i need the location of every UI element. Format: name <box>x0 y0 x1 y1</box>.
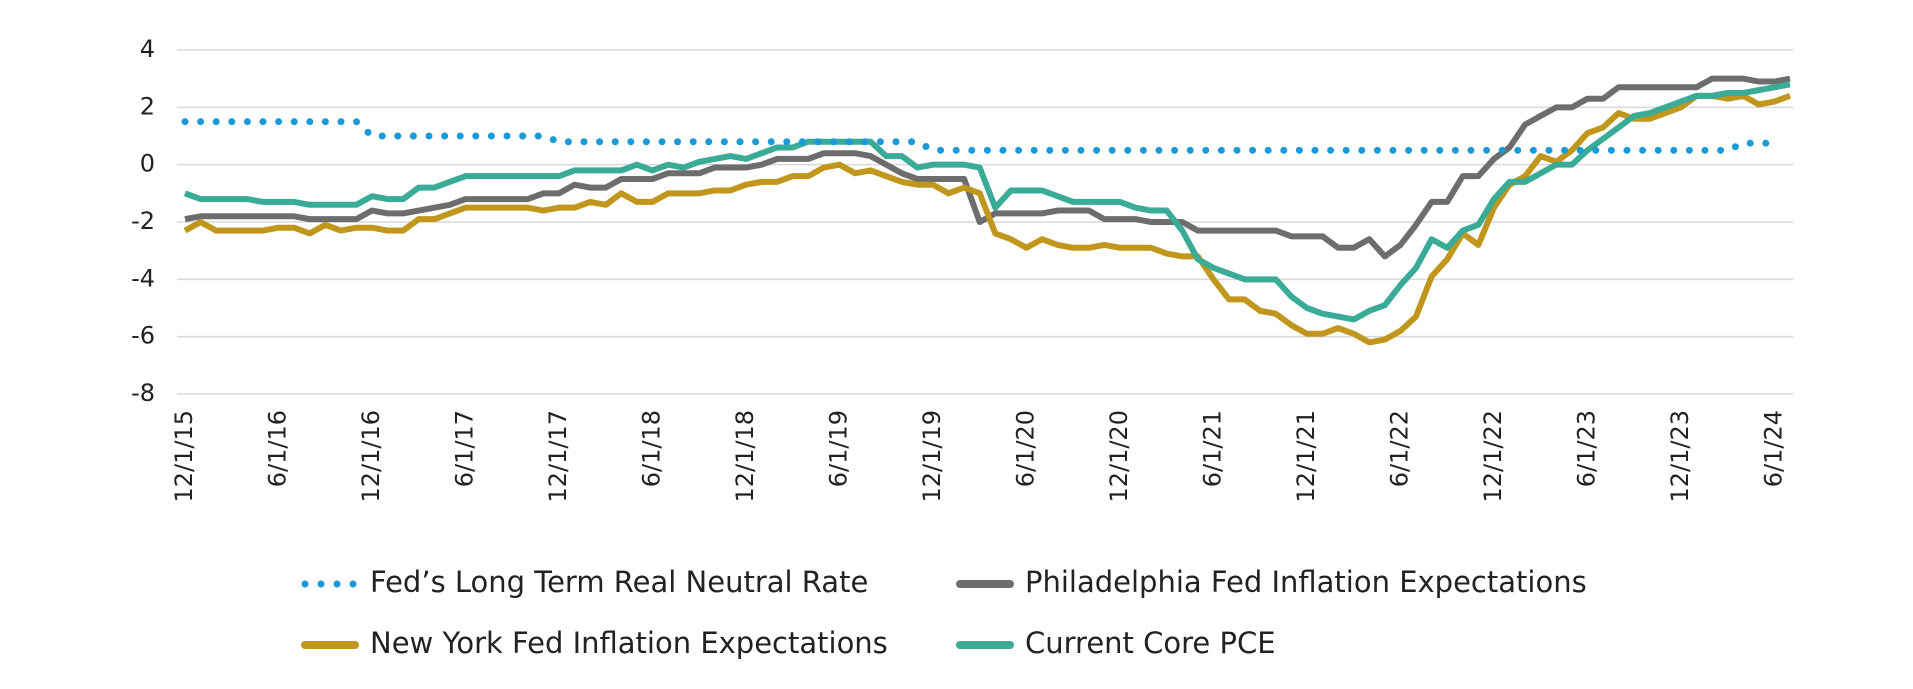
y-tick-label: 4 <box>140 35 155 63</box>
y-tick-label: -2 <box>131 207 155 235</box>
x-tick-label: 12/1/23 <box>1666 410 1694 503</box>
legend-label: New York Fed Inflation Expectations <box>370 626 888 660</box>
x-tick-label: 12/1/16 <box>357 410 385 503</box>
x-tick-label: 12/1/22 <box>1479 410 1507 503</box>
x-tick-label: 12/1/19 <box>918 410 946 503</box>
line <box>183 92 1792 346</box>
line <box>183 81 1791 323</box>
x-tick-label: 6/1/24 <box>1759 410 1787 487</box>
x-tick-label: 6/1/18 <box>637 410 665 487</box>
x-tick-label: 12/1/15 <box>170 410 198 503</box>
y-tick-label: -4 <box>131 264 155 292</box>
x-tick-label: 12/1/20 <box>1105 410 1133 503</box>
x-tick-label: 12/1/18 <box>731 410 759 503</box>
x-tick-label: 6/1/16 <box>263 410 291 487</box>
legend-label: Fed’s Long Term Real Neutral Rate <box>370 565 868 599</box>
dotted-line <box>181 118 1778 154</box>
legend-label: Current Core PCE <box>1025 626 1276 660</box>
legend-label: Philadelphia Fed Inflation Expectations <box>1025 565 1587 599</box>
x-tick-label: 6/1/19 <box>824 410 852 487</box>
x-tick-label: 12/1/21 <box>1292 410 1320 503</box>
x-tick-label: 6/1/21 <box>1198 410 1226 487</box>
x-tick-label: 6/1/22 <box>1385 410 1413 487</box>
x-tick-label: 6/1/20 <box>1011 410 1039 487</box>
x-tick-label: 6/1/23 <box>1572 410 1600 487</box>
y-tick-label: 2 <box>140 92 155 120</box>
y-tick-label: -8 <box>131 379 155 407</box>
x-tick-label: 12/1/17 <box>544 410 572 503</box>
y-tick-label: -6 <box>131 322 155 350</box>
x-tick-label: 6/1/17 <box>450 410 478 487</box>
y-tick-label: 0 <box>140 150 155 178</box>
